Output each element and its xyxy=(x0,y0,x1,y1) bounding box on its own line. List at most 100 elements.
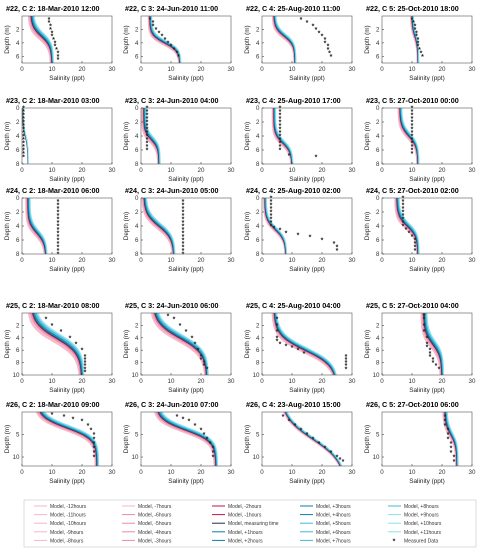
y-tick-label: 4 xyxy=(256,40,260,47)
plot-frame xyxy=(261,197,353,255)
measured-point: * xyxy=(411,123,414,130)
measured-point: * xyxy=(176,414,179,421)
measured-point: * xyxy=(146,134,149,141)
x-tick-label: 20 xyxy=(79,257,86,264)
legend-label: Model, -1hours xyxy=(228,513,262,519)
measured-point: * xyxy=(405,227,408,234)
subplot-title: #22, C 4: 25-Aug-2010 11:00 xyxy=(246,4,340,13)
x-tick-label: 0 xyxy=(380,257,384,264)
x-axis-label: Salinity (ppt) xyxy=(409,387,445,394)
measured-point: * xyxy=(414,238,417,245)
x-tick-label: 20 xyxy=(79,378,86,385)
model-line-m7 xyxy=(272,312,334,376)
measured-point: * xyxy=(93,455,96,462)
x-tick-label: 10 xyxy=(289,66,296,73)
measured-point: * xyxy=(321,238,324,245)
x-tick-label: 10 xyxy=(49,66,56,73)
measured-point: * xyxy=(270,224,273,231)
measured-point: * xyxy=(84,357,87,364)
measured-point: * xyxy=(57,245,60,252)
model-line-p11 xyxy=(276,312,337,376)
measured-point: * xyxy=(84,354,87,361)
measured-point: * xyxy=(306,20,309,27)
x-tick-label: 30 xyxy=(349,378,356,385)
subplot-title: #26, C 4: 23-Aug-2010 15:00 xyxy=(246,400,341,409)
y-tick-label: 2 xyxy=(376,322,380,329)
x-tick-label: 20 xyxy=(319,257,326,264)
measured-point: * xyxy=(270,220,273,227)
measured-point: * xyxy=(408,231,411,238)
model-line-p2 xyxy=(264,197,287,255)
measured-point: * xyxy=(282,414,285,421)
model-line-p11 xyxy=(33,15,54,64)
measured-point: * xyxy=(402,213,405,220)
subplot-7: #23, C 4: 25-Aug-2010 17:00*************… xyxy=(244,96,356,183)
y-tick-label: 2 xyxy=(135,209,139,216)
measured-point: * xyxy=(300,17,303,24)
x-tick-label: 10 xyxy=(409,167,416,174)
measured-point: * xyxy=(212,450,215,457)
y-tick-label: 8 xyxy=(16,161,20,168)
plot-frame xyxy=(381,15,473,64)
measured-point: * xyxy=(309,235,312,242)
measured-point: * xyxy=(203,432,206,439)
measured-point: * xyxy=(51,323,54,330)
y-tick-label: 0 xyxy=(376,105,380,112)
measured-point: * xyxy=(173,47,176,54)
subplot-19: #26, C 4: 23-Aug-2010 15:00********** * *0… xyxy=(244,400,356,485)
measured-point: * xyxy=(417,37,420,44)
x-tick-label: 30 xyxy=(109,66,116,73)
measured-point: * xyxy=(84,363,87,370)
y-tick-label: 2 xyxy=(256,26,260,33)
y-axis-label: Depth (m) xyxy=(244,25,251,53)
y-tick-label: 6 xyxy=(376,237,380,244)
measured-point: * xyxy=(54,40,57,47)
measured-point: * xyxy=(170,44,173,51)
x-tick-label: 20 xyxy=(439,167,446,174)
x-axis-label: Salinity (ppt) xyxy=(409,75,445,82)
measured-point: * xyxy=(411,106,414,113)
measured-point: * xyxy=(179,323,182,330)
measured-point: * xyxy=(402,210,405,217)
y-tick-label: 8 xyxy=(256,161,260,168)
plot-frame xyxy=(140,312,232,376)
measured-point: * xyxy=(93,432,96,439)
subplot-13: #25, C 2: 18-Mar-2010 08:00************0… xyxy=(4,301,116,394)
model-line-m4 xyxy=(273,312,335,376)
y-tick-label: 10 xyxy=(132,454,139,461)
measured-point: * xyxy=(414,248,417,255)
legend-label: Model, +9hours xyxy=(404,513,439,519)
measured-point: * xyxy=(447,432,450,439)
measured-point: * xyxy=(270,199,273,206)
plot-frame xyxy=(261,15,353,64)
legend-label: Model, -3hours xyxy=(138,538,172,544)
x-tick-label: 0 xyxy=(139,378,143,385)
measured-point: * xyxy=(22,134,25,141)
measured-point: * xyxy=(146,106,149,113)
measured-point: * xyxy=(57,203,60,210)
measured-point: * xyxy=(450,446,453,453)
y-axis-label: Depth (m) xyxy=(123,212,130,240)
subplot-title: #24, C 3: 24-Jun-2010 05:00 xyxy=(125,186,219,195)
x-tick-label: 0 xyxy=(20,469,24,476)
x-tick-label: 10 xyxy=(168,167,175,174)
subplot-title: #26, C 5: 27-Oct-2010 06:00 xyxy=(366,400,459,409)
measured-point: * xyxy=(146,123,149,130)
measured-point: * xyxy=(182,224,185,231)
measured-point: * xyxy=(57,238,60,245)
y-tick-label: 2 xyxy=(376,26,380,33)
measured-point: * xyxy=(197,348,200,355)
plot-frame xyxy=(381,411,473,467)
measured-point: * xyxy=(149,17,152,24)
subplot-11: #24, C 4: 25-Aug-2010 02:00********* * * * *… xyxy=(244,186,356,273)
y-tick-label: 4 xyxy=(376,40,380,47)
model-line-p11 xyxy=(399,197,420,255)
x-axis-label: Salinity (ppt) xyxy=(49,387,85,394)
y-tick-label: 2 xyxy=(135,322,139,329)
subplot-title: #25, C 3: 24-Jun-2010 06:00 xyxy=(125,301,219,310)
y-tick-label: 0 xyxy=(135,195,139,202)
model-line-p2 xyxy=(144,197,175,255)
measured-point: * xyxy=(84,366,87,373)
legend-label: Model, +4hours xyxy=(316,513,351,519)
model-line-p1 xyxy=(144,197,175,255)
